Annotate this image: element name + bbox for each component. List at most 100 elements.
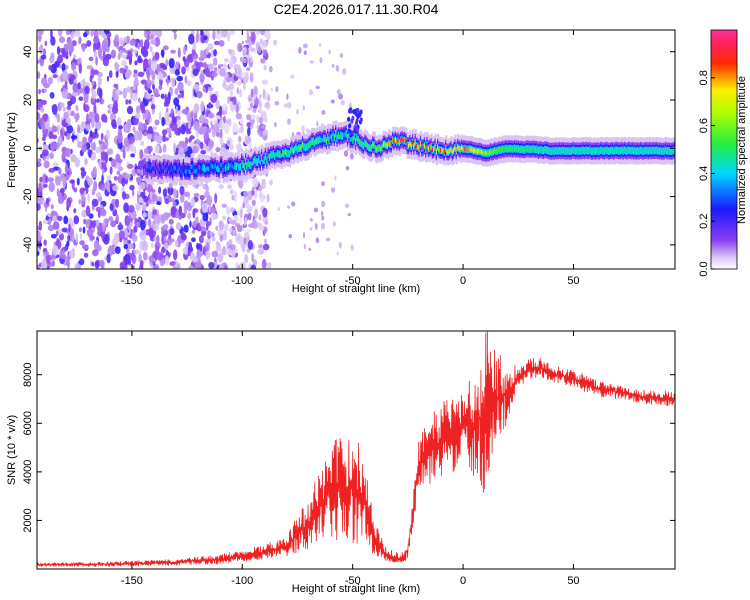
noise-speckle <box>215 99 220 110</box>
ridge-segment <box>528 146 531 152</box>
noise-speckle <box>50 30 53 40</box>
ridge-segment <box>463 146 466 151</box>
ridge-segment <box>405 139 408 144</box>
noise-speckle <box>266 193 270 203</box>
noise-speckle <box>298 47 302 54</box>
noise-speckle <box>315 237 320 244</box>
noise-speckle <box>139 260 144 269</box>
noise-speckle <box>92 249 99 257</box>
noise-speckle <box>164 255 170 266</box>
noise-speckle <box>162 144 167 153</box>
ridge-segment <box>548 148 551 154</box>
noise-speckle <box>152 84 155 90</box>
noise-speckle <box>96 98 100 103</box>
noise-speckle <box>203 35 208 41</box>
ridge-segment <box>226 166 229 171</box>
noise-speckle <box>186 80 192 87</box>
ridge-segment <box>274 154 277 159</box>
ridge-segment <box>422 145 425 150</box>
noise-speckle <box>205 145 210 152</box>
colorbar-tick-label: 0.4 <box>698 166 710 181</box>
noise-speckle <box>192 220 197 228</box>
ridge-segment <box>627 147 631 153</box>
noise-speckle <box>83 32 88 38</box>
noise-speckle <box>142 251 148 261</box>
ridge-segment <box>388 140 391 145</box>
ridge-segment <box>593 148 596 153</box>
noise-speckle <box>246 228 252 233</box>
noise-speckle <box>109 203 114 212</box>
ridge-segment <box>361 142 364 147</box>
ridge-segment <box>652 148 656 153</box>
ridge-segment <box>275 152 278 157</box>
noise-speckle <box>201 122 208 127</box>
noise-speckle <box>242 202 245 209</box>
noise-speckle <box>50 204 54 210</box>
noise-speckle <box>132 85 136 91</box>
ridge-segment <box>295 145 298 150</box>
noise-speckle <box>236 87 239 95</box>
noise-speckle <box>45 197 50 205</box>
ridge-segment <box>462 146 465 152</box>
ridge-segment <box>304 145 307 150</box>
noise-speckle <box>207 221 211 227</box>
noise-speckle <box>77 82 81 90</box>
noise-speckle <box>123 47 126 53</box>
noise-speckle <box>192 145 199 154</box>
noise-speckle <box>261 258 267 269</box>
noise-speckle <box>212 57 218 66</box>
noise-speckle <box>149 46 153 53</box>
noise-speckle <box>218 105 223 115</box>
ridge-segment <box>532 146 535 152</box>
ridge-segment <box>519 147 522 152</box>
noise-speckle <box>91 91 97 100</box>
ridge-segment <box>210 163 213 168</box>
ridge-segment <box>263 157 266 163</box>
ridge-segment <box>474 148 477 153</box>
ridge-segment <box>598 149 601 154</box>
noise-speckle <box>320 123 324 127</box>
ridge-segment <box>166 165 170 171</box>
ridge-segment <box>607 149 611 154</box>
noise-speckle <box>190 111 194 118</box>
ridge-segment <box>445 146 448 151</box>
noise-speckle <box>48 168 55 173</box>
noise-speckle <box>47 177 54 183</box>
ridge-segment <box>239 164 243 169</box>
ridge-segment <box>343 132 346 138</box>
noise-speckle <box>63 261 68 266</box>
noise-speckle <box>45 120 50 129</box>
ridge-segment <box>454 145 457 151</box>
ridge-segment <box>178 166 182 171</box>
noise-speckle <box>252 177 259 188</box>
snr-x-tick-label: -100 <box>231 575 253 587</box>
noise-speckle <box>37 203 41 211</box>
ridge-segment <box>545 147 548 152</box>
ridge-burst <box>355 112 359 118</box>
noise-speckle <box>182 56 186 62</box>
ridge-segment <box>413 144 416 149</box>
noise-speckle <box>214 193 218 204</box>
noise-speckle <box>242 57 247 64</box>
ridge-segment <box>651 148 654 153</box>
noise-speckle <box>126 105 134 115</box>
snr-line <box>37 332 675 567</box>
noise-speckle <box>248 212 252 221</box>
ridge-segment <box>164 165 167 170</box>
spectrogram-y-tick-label: -20 <box>22 189 34 205</box>
ridge-segment <box>517 146 521 151</box>
ridge-segment <box>448 148 452 154</box>
noise-speckle <box>160 49 165 57</box>
noise-speckle <box>174 88 179 95</box>
ridge-burst <box>359 117 363 123</box>
noise-speckle <box>230 88 233 98</box>
ridge-segment <box>189 169 192 174</box>
noise-speckle <box>90 30 94 37</box>
ridge-segment <box>525 146 529 151</box>
noise-speckle <box>151 126 158 131</box>
noise-speckle <box>193 120 200 132</box>
ridge-segment <box>297 146 301 151</box>
noise-speckle <box>244 135 249 141</box>
noise-speckle <box>223 58 229 63</box>
